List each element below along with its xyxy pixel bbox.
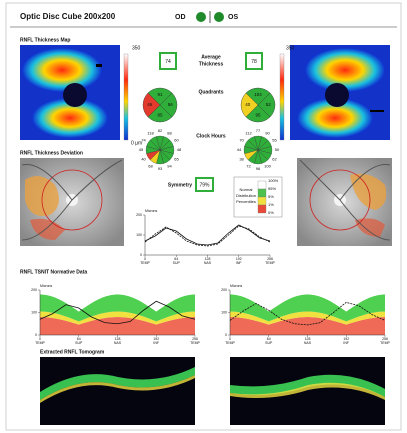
map-title: RNFL Thickness Map — [20, 37, 70, 43]
y-tick-label: 200 — [136, 213, 142, 217]
clock-value: 72 — [246, 164, 251, 169]
clock-value: 62 — [272, 157, 277, 162]
scale-max: 350 — [132, 45, 141, 51]
clock-value: 118 — [147, 131, 154, 136]
legend-label: Normal — [240, 187, 253, 192]
sector-label: SUP — [265, 341, 273, 345]
tsnit-title: RNFL TSNIT Normative Data — [20, 269, 87, 275]
clock-value: 55 — [272, 138, 277, 143]
quadrants-label: Quadrants — [198, 89, 223, 95]
clock-value: 38 — [239, 157, 244, 162]
legend-level: 1% — [268, 202, 274, 207]
clock-value: 94 — [167, 164, 172, 169]
clock-value: 74 — [141, 138, 146, 143]
sector-label: SUP — [173, 261, 181, 265]
os-status — [214, 12, 224, 22]
symmetry-value: 79% — [199, 182, 210, 188]
legend-swatch — [258, 205, 266, 213]
clock-value: 96 — [256, 166, 261, 171]
legend-level: 100% — [268, 178, 279, 183]
legend-level: 5% — [268, 194, 274, 199]
legend-swatch — [258, 197, 266, 205]
legend-level: 95% — [268, 186, 276, 191]
sector-label: INF — [236, 261, 242, 265]
y-tick-label: 0 — [35, 333, 37, 337]
average-label: Thickness — [199, 61, 224, 67]
page: Optic Disc Cube 200x200 OD OS RNFL Thick… — [0, 0, 407, 433]
sector-label: NAS — [114, 341, 122, 345]
clock-value: 40 — [141, 157, 146, 162]
od-average: 74 — [165, 59, 171, 65]
y-tick-label: 0 — [140, 253, 142, 257]
clock-value: 45 — [139, 147, 144, 152]
clock-value: 60 — [174, 138, 179, 143]
y-axis-label: Microns — [230, 284, 243, 288]
clock-value: 50 — [275, 147, 280, 152]
y-tick-label: 100 — [31, 310, 37, 314]
sector-label: NAS — [304, 341, 312, 345]
sector-label: TEMP — [225, 341, 235, 345]
scale-max: 350 — [286, 45, 295, 51]
clock-value: 70 — [239, 138, 244, 143]
os-label: OS — [228, 14, 238, 21]
sector-label: TEMP — [35, 341, 45, 345]
clock-value: 65 — [174, 157, 179, 162]
report: Optic Disc Cube 200x200 OD OS RNFL Thick… — [0, 0, 407, 433]
quadrant-value: 40 — [245, 102, 251, 107]
os-tomogram — [230, 357, 385, 425]
legend-level: 0% — [268, 210, 274, 215]
legend-label: Distribution — [236, 193, 256, 198]
od-label: OD — [175, 14, 186, 21]
od-tomogram — [40, 357, 195, 425]
sector-label: TEMP — [380, 341, 390, 345]
sector-label: SUP — [75, 341, 83, 345]
deviation-title: RNFL Thickness Deviation — [20, 150, 83, 156]
quadrant-value: 56 — [168, 102, 174, 107]
os-deviation-map — [297, 158, 392, 246]
quadrant-value: 95 — [255, 112, 261, 117]
clock-value: 90 — [265, 131, 270, 136]
quadrant-value: 104 — [254, 92, 262, 97]
clock-value: 68 — [148, 164, 153, 169]
od-deviation-map — [20, 158, 124, 246]
quadrant-value: 52 — [266, 102, 272, 107]
legend-swatch — [258, 181, 266, 189]
quadrant-value: 85 — [157, 112, 163, 117]
y-tick-label: 100 — [136, 233, 142, 237]
title: Optic Disc Cube 200x200 — [20, 12, 116, 21]
od-thickness-map — [20, 45, 120, 140]
sector-label: TEMP — [190, 341, 200, 345]
sector-label: TEMP — [265, 261, 275, 265]
quadrant-value: 46 — [147, 102, 153, 107]
sector-label: INF — [343, 341, 349, 345]
sector-label: INF — [153, 341, 159, 345]
clock-value: 88 — [167, 131, 172, 136]
symmetry-label: Symmetry — [168, 182, 192, 188]
quadrant-value: 91 — [157, 92, 163, 97]
legend-label: Percentiles — [236, 199, 256, 204]
clock-value: 82 — [158, 128, 163, 133]
clock-value: 93 — [158, 166, 163, 171]
clock-value: 100 — [264, 164, 271, 169]
y-axis-label: Microns — [145, 209, 158, 213]
clock-value: 44 — [237, 147, 242, 152]
y-tick-label: 100 — [221, 310, 227, 314]
os-average: 78 — [251, 59, 257, 65]
y-tick-label: 200 — [31, 288, 37, 292]
tomogram-title: Extracted RNFL Tomogram — [40, 349, 105, 355]
os-thickness-map — [290, 45, 390, 140]
clock-value: 112 — [245, 131, 252, 136]
clock-hours-label: Clock Hours — [196, 133, 226, 139]
y-tick-label: 0 — [225, 333, 227, 337]
average-label: Average — [201, 54, 221, 60]
sector-label: NAS — [204, 261, 212, 265]
legend-swatch — [258, 189, 266, 197]
od-status — [196, 12, 206, 22]
y-axis-label: Microns — [40, 284, 53, 288]
y-tick-label: 200 — [221, 288, 227, 292]
clock-value: 77 — [256, 128, 261, 133]
sector-label: TEMP — [140, 261, 150, 265]
clock-value: 48 — [177, 147, 182, 152]
